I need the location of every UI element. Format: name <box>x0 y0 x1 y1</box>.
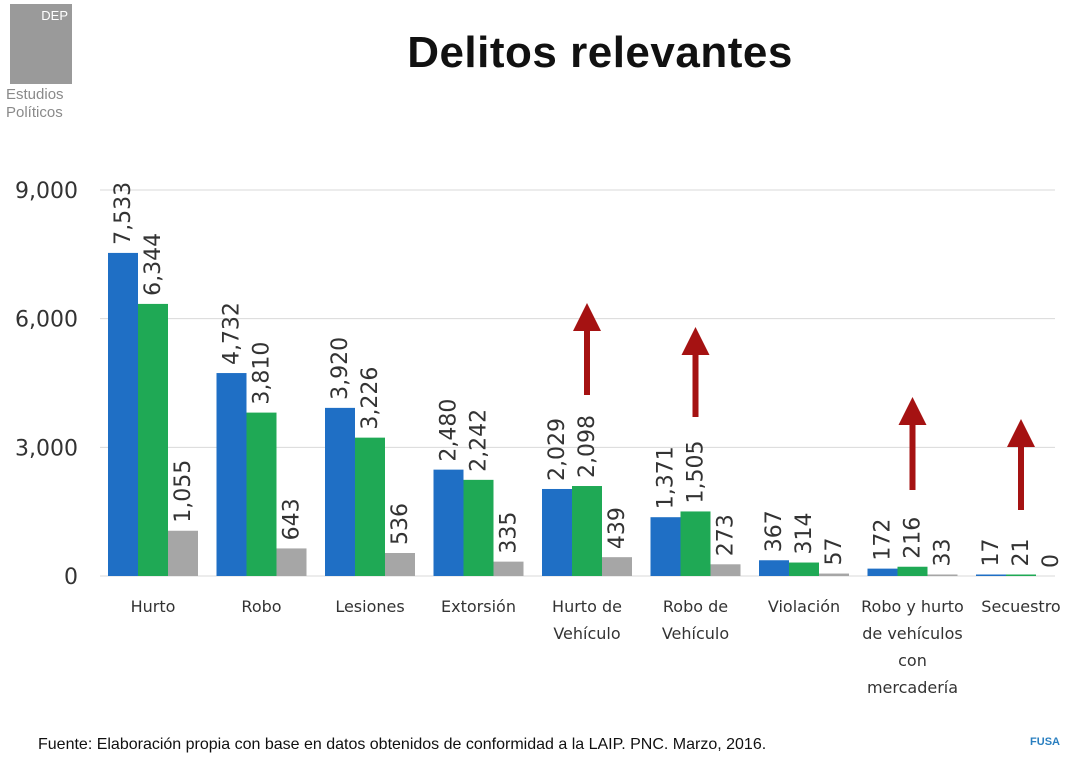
data-label: 643 <box>280 498 305 540</box>
x-tick-label: Violación <box>768 597 840 616</box>
bar <box>680 511 711 576</box>
y-tick-label: 9,000 <box>15 179 78 204</box>
bar <box>216 373 247 576</box>
up-arrow-icon <box>573 303 601 395</box>
data-label: 335 <box>497 512 522 554</box>
bar <box>493 561 524 576</box>
data-label: 1,505 <box>684 440 709 503</box>
data-label: 2,029 <box>545 418 570 481</box>
bar <box>650 517 681 576</box>
data-label: 1,055 <box>171 460 196 523</box>
data-label: 314 <box>792 513 817 555</box>
bar <box>867 568 898 576</box>
data-label: 367 <box>762 510 787 552</box>
bar <box>355 437 385 576</box>
data-label: 33 <box>931 539 956 567</box>
bar <box>463 479 494 576</box>
data-label: 439 <box>605 507 630 549</box>
bar <box>246 412 277 576</box>
y-tick-label: 3,000 <box>15 436 78 461</box>
bar <box>168 530 198 576</box>
data-label: 1,371 <box>654 446 679 509</box>
bar <box>385 553 415 576</box>
data-label: 2,480 <box>437 399 462 462</box>
y-tick-label: 0 <box>64 565 78 590</box>
data-label: 6,344 <box>141 233 166 296</box>
logo-line-2: Políticos <box>6 104 63 121</box>
bar <box>276 548 307 576</box>
data-label: 273 <box>714 514 739 556</box>
y-tick-label: 6,000 <box>15 308 78 333</box>
bar <box>433 469 464 576</box>
up-arrow-icon <box>1007 419 1035 510</box>
bar <box>789 562 819 576</box>
bar <box>710 564 741 576</box>
data-label: 0 <box>1039 554 1064 568</box>
logo-dep-text: DEP <box>41 8 68 23</box>
bar <box>138 303 168 576</box>
source-note: Fuente: Elaboración propia con base en d… <box>38 736 767 753</box>
logo-line-1: Estudios <box>6 86 64 103</box>
bar <box>927 574 958 576</box>
x-tick-label: Lesiones <box>335 597 404 616</box>
chart-title: Delitos relevantes <box>407 28 793 77</box>
bar <box>897 566 928 576</box>
x-tick-label: de vehículos <box>862 624 963 643</box>
data-label: 2,098 <box>575 415 600 478</box>
x-tick-label: Hurto <box>131 597 176 616</box>
data-label: 172 <box>871 519 896 561</box>
logo-mark: DEP <box>10 4 72 84</box>
up-arrow-icon <box>898 397 927 490</box>
data-label: 216 <box>901 517 926 559</box>
x-tick-label: con <box>898 651 927 670</box>
bar <box>325 407 355 576</box>
logo-subtitle: Estudios Políticos <box>6 86 86 122</box>
data-label: 536 <box>388 503 413 545</box>
bar <box>602 557 632 576</box>
bar <box>108 252 138 576</box>
bar <box>976 574 1006 576</box>
data-label: 3,226 <box>358 367 383 430</box>
bar <box>819 573 849 576</box>
x-tick-label: Robo y hurto <box>861 597 964 616</box>
bar <box>572 486 602 576</box>
data-label: 21 <box>1009 539 1034 567</box>
data-label: 3,810 <box>250 342 275 405</box>
x-tick-label: Secuestro <box>981 597 1060 616</box>
x-tick-label: Robo de <box>663 597 728 616</box>
data-label: 17 <box>979 539 1004 567</box>
data-label: 7,533 <box>111 182 136 245</box>
dep-logo: DEP Estudios Políticos <box>6 4 76 128</box>
data-label: 4,732 <box>220 302 245 365</box>
data-label: 3,920 <box>328 337 353 400</box>
up-arrow-icon <box>681 327 710 417</box>
x-tick-label: Vehículo <box>553 624 620 643</box>
data-label: 57 <box>822 538 847 566</box>
bar <box>1006 574 1036 576</box>
x-tick-label: Vehículo <box>662 624 729 643</box>
data-label: 2,242 <box>467 409 492 472</box>
fusa-logo: FUSA <box>1030 736 1060 748</box>
x-tick-label: mercadería <box>867 678 958 697</box>
x-tick-label: Extorsión <box>441 597 516 616</box>
bar <box>542 488 572 576</box>
bar <box>759 560 789 576</box>
x-tick-label: Hurto de <box>552 597 622 616</box>
x-tick-label: Robo <box>241 597 281 616</box>
